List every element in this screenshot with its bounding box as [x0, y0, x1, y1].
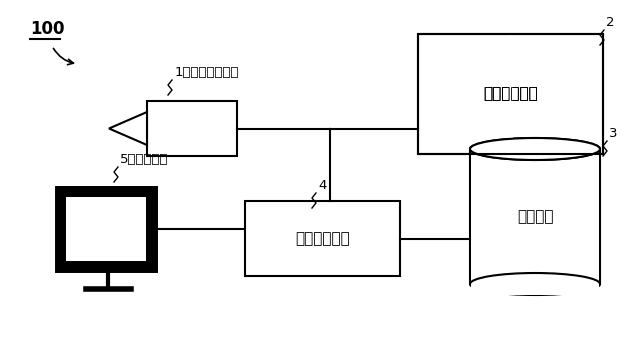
Text: 映像解析装置: 映像解析装置 [483, 87, 538, 102]
Text: 1：映像入力装置: 1：映像入力装置 [175, 66, 239, 79]
Ellipse shape [470, 138, 600, 160]
Polygon shape [109, 112, 147, 145]
Text: 映像解析装置: 映像解析装置 [483, 87, 538, 102]
Bar [471, 284, 599, 295]
Bar [418, 34, 603, 154]
Text: 5：表示装置: 5：表示装置 [120, 153, 168, 166]
Text: 2: 2 [606, 16, 614, 29]
Bar [471, 149, 599, 284]
Text: 100: 100 [30, 20, 65, 38]
Text: 記憶装置: 記憶装置 [516, 209, 553, 224]
Bar [58, 189, 154, 269]
Ellipse shape [470, 138, 600, 160]
Bar [66, 197, 146, 261]
Ellipse shape [470, 273, 600, 295]
Text: 映像処理装置: 映像処理装置 [295, 231, 350, 246]
Bar [245, 201, 400, 276]
Text: 3: 3 [609, 127, 618, 140]
Text: 4: 4 [318, 179, 326, 192]
Bar [509, 34, 513, 154]
Bar [418, 34, 603, 154]
Bar [147, 101, 237, 156]
